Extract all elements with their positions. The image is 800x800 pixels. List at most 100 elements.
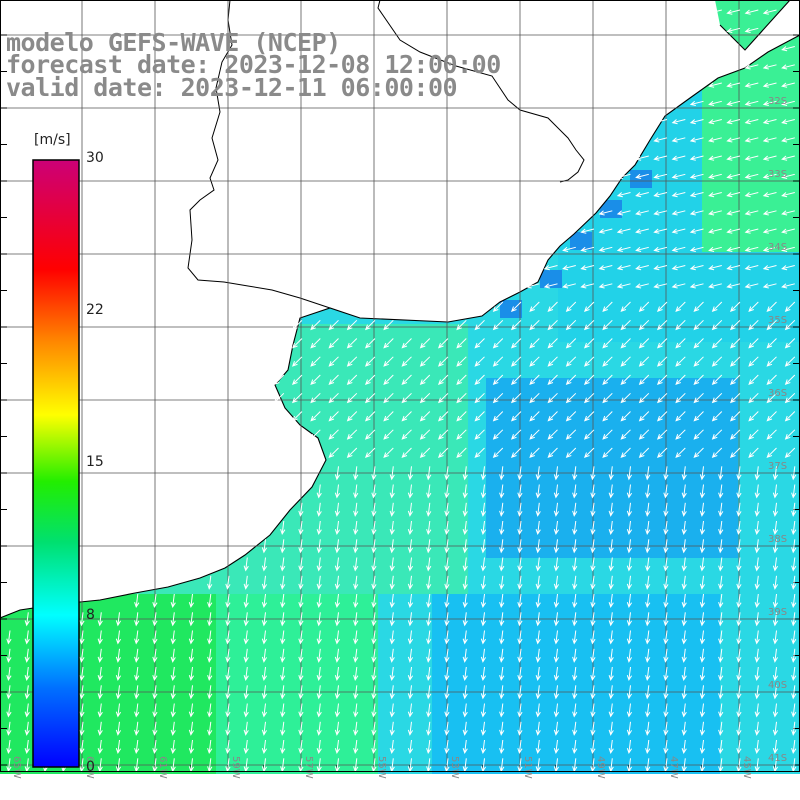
wind-arrow: [689, 137, 704, 143]
speed-cell: [774, 162, 792, 180]
wind-arrow: [243, 557, 249, 572]
speed-cell: [288, 540, 306, 558]
speed-cell: [702, 630, 720, 648]
speed-cell: [540, 702, 558, 720]
wind-arrow: [772, 630, 779, 645]
speed-cell: [468, 360, 486, 378]
wind-arrow: [6, 666, 12, 682]
wind-arrow: [645, 685, 651, 700]
wind-arrow: [565, 411, 577, 422]
wind-arrow: [383, 319, 394, 331]
speed-cell: [594, 468, 612, 486]
wind-arrow: [401, 356, 412, 367]
wind-arrow: [781, 119, 795, 125]
speed-cell: [486, 612, 504, 630]
wind-arrow: [754, 520, 760, 536]
wind-arrow: [346, 411, 358, 422]
speed-cell: [360, 558, 378, 576]
wind-arrow: [510, 356, 522, 367]
speed-cell: [630, 648, 648, 666]
wind-arrow: [681, 721, 687, 736]
speed-cell: [666, 522, 684, 540]
speed-cell: [486, 450, 504, 468]
wind-arrow: [608, 612, 614, 627]
wind-arrow: [207, 575, 213, 590]
wind-arrow: [298, 721, 304, 736]
wind-arrow: [772, 484, 779, 499]
speed-cell: [792, 540, 800, 558]
speed-cell: [792, 36, 800, 54]
speed-cell: [198, 702, 216, 720]
wind-arrow: [671, 265, 686, 271]
wind-arrow: [645, 666, 651, 682]
speed-cell: [504, 486, 522, 504]
speed-cell: [324, 324, 342, 342]
wind-arrow: [273, 392, 285, 404]
speed-cell: [630, 198, 648, 216]
wind-arrow: [744, 155, 759, 161]
wind-arrow: [353, 721, 359, 736]
speed-cell: [630, 378, 648, 396]
wind-arrow: [729, 301, 741, 313]
wind-arrow: [656, 429, 668, 440]
speed-cell: [432, 450, 450, 468]
speed-cell: [720, 648, 738, 666]
speed-cell: [198, 612, 216, 630]
wind-arrow: [729, 411, 741, 422]
wind-arrow: [444, 593, 450, 609]
speed-cell: [324, 414, 342, 432]
speed-cell: [720, 486, 738, 504]
speed-cell: [306, 396, 324, 414]
wind-arrow: [499, 648, 505, 663]
speed-cell: [414, 594, 432, 612]
speed-cell: [702, 216, 720, 234]
wind-arrow: [602, 356, 613, 367]
wind-arrow: [711, 447, 723, 459]
speed-cell: [234, 684, 252, 702]
wind-arrow: [474, 392, 485, 404]
speed-cell: [594, 342, 612, 360]
wind-arrow: [711, 392, 723, 404]
speed-cell: [630, 630, 648, 648]
speed-cell: [594, 522, 612, 540]
speed-cell: [504, 576, 522, 594]
speed-cell: [396, 450, 414, 468]
wind-arrow: [407, 630, 414, 645]
wind-arrow: [371, 575, 377, 590]
speed-cell: [684, 306, 702, 324]
wind-arrow: [364, 429, 376, 440]
wind-arrow: [535, 739, 541, 755]
wind-arrow: [24, 612, 30, 627]
wind-arrow: [547, 356, 558, 367]
wind-arrow: [572, 666, 578, 682]
wind-arrow: [243, 739, 249, 755]
speed-cell: [306, 702, 324, 720]
wind-arrow: [492, 374, 504, 386]
speed-cell: [252, 702, 270, 720]
wind-arrow: [389, 593, 395, 609]
wind-arrow: [261, 593, 268, 609]
speed-cell: [576, 450, 594, 468]
wind-arrow: [656, 319, 668, 331]
speed-cell: [576, 360, 594, 378]
wind-arrow: [188, 593, 195, 609]
speed-cell: [702, 288, 720, 306]
wind-arrow: [134, 666, 140, 682]
wind-arrow: [97, 703, 103, 718]
wind-arrow: [389, 739, 395, 755]
wind-arrow: [754, 666, 760, 682]
wind-arrow: [565, 301, 577, 313]
wind-arrow: [115, 703, 122, 718]
wind-arrow: [635, 173, 649, 179]
speed-cell: [396, 414, 414, 432]
speed-cell: [432, 414, 450, 432]
wind-arrow: [681, 539, 687, 554]
wind-arrow: [389, 612, 395, 627]
speed-cell: [720, 666, 738, 684]
speed-cell: [288, 702, 306, 720]
wind-arrow: [653, 192, 668, 198]
speed-cell: [432, 360, 450, 378]
speed-cell: [540, 288, 558, 306]
speed-cell: [612, 288, 630, 306]
speed-cell: [702, 648, 720, 666]
